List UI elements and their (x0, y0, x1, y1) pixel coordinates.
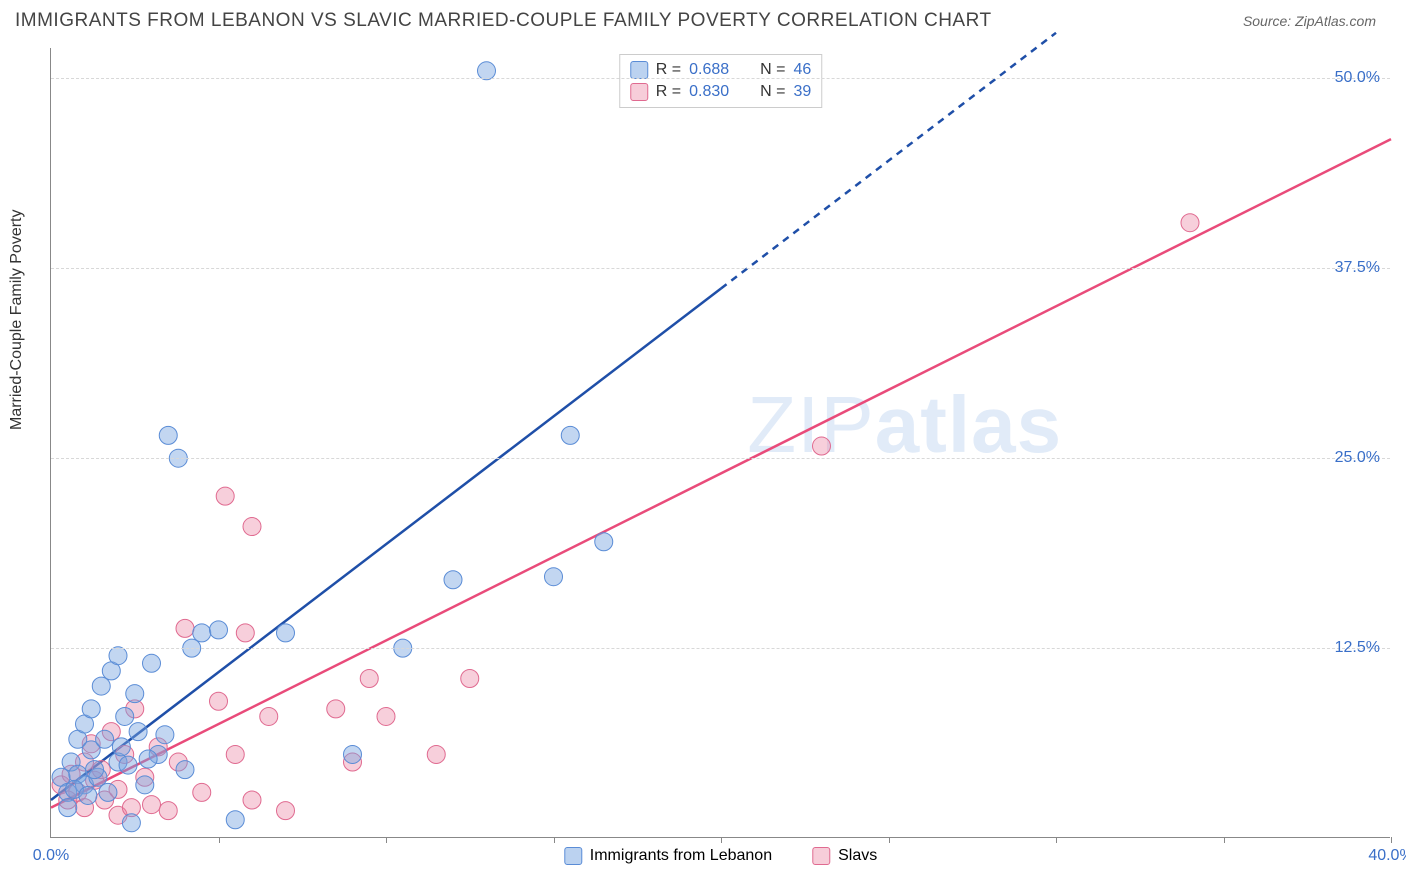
r-value: 0.830 (689, 83, 744, 101)
legend-correlation-row: R = 0.830 N = 39 (630, 81, 811, 103)
y-tick-label: 37.5% (1335, 259, 1380, 277)
gridline (51, 648, 1390, 649)
scatter-plot-svg (51, 48, 1390, 837)
y-axis-label: Married-Couple Family Poverty (8, 209, 26, 430)
header: IMMIGRANTS FROM LEBANON VS SLAVIC MARRIE… (0, 0, 1406, 40)
r-label: R = (656, 61, 681, 79)
gridline (51, 268, 1390, 269)
x-tick-mark (1056, 837, 1057, 843)
n-label: N = (760, 83, 785, 101)
legend-swatch (630, 83, 648, 101)
legend-series: Immigrants from Lebanon Slavs (564, 847, 877, 865)
y-tick-label: 12.5% (1335, 639, 1380, 657)
legend-series-item: Slavs (812, 847, 877, 865)
n-label: N = (760, 61, 785, 79)
legend-swatch (812, 847, 830, 865)
r-label: R = (656, 83, 681, 101)
x-tick-mark (1391, 837, 1392, 843)
legend-swatch (630, 61, 648, 79)
x-tick-mark (1224, 837, 1225, 843)
r-value: 0.688 (689, 61, 744, 79)
chart-plot-area: ZIPatlas R = 0.688 N = 46 R = 0.830 N = … (50, 48, 1390, 838)
y-tick-label: 25.0% (1335, 449, 1380, 467)
gridline (51, 78, 1390, 79)
x-tick-mark (721, 837, 722, 843)
chart-title: IMMIGRANTS FROM LEBANON VS SLAVIC MARRIE… (15, 10, 992, 32)
legend-correlation: R = 0.688 N = 46 R = 0.830 N = 39 (619, 54, 822, 108)
x-tick-label: 40.0% (1368, 847, 1406, 865)
n-value: 46 (793, 61, 811, 79)
x-tick-mark (386, 837, 387, 843)
legend-label: Slavs (838, 847, 877, 865)
legend-swatch (564, 847, 582, 865)
gridline (51, 458, 1390, 459)
legend-label: Immigrants from Lebanon (590, 847, 772, 865)
x-tick-label: 0.0% (33, 847, 69, 865)
x-tick-mark (554, 837, 555, 843)
source-attribution: Source: ZipAtlas.com (1243, 13, 1376, 29)
y-tick-label: 50.0% (1335, 69, 1380, 87)
legend-series-item: Immigrants from Lebanon (564, 847, 772, 865)
x-tick-mark (219, 837, 220, 843)
x-tick-mark (889, 837, 890, 843)
n-value: 39 (793, 83, 811, 101)
